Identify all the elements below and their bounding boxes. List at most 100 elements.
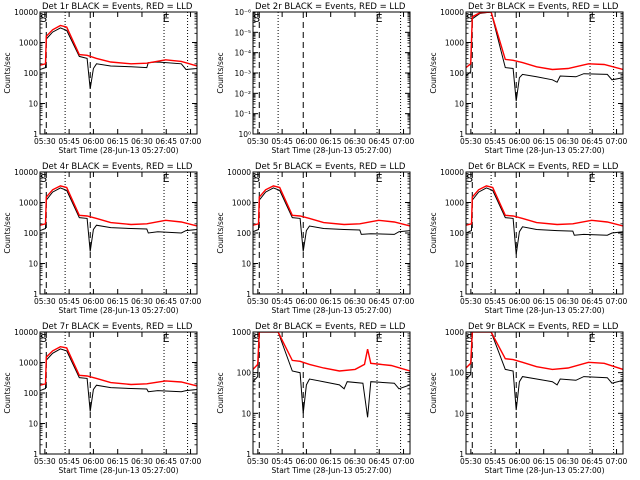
plot-frame (465, 11, 624, 135)
x-tick-label: 05:30 (460, 457, 482, 466)
y-tick-label: 10 (28, 260, 38, 269)
y-tick-label: 10 (28, 100, 38, 109)
y-tick-label: 1 (459, 290, 464, 299)
y-tick-label: 10 (241, 409, 251, 418)
series-line-events (253, 332, 410, 418)
x-tick-label: 06:15 (320, 297, 342, 306)
x-tick-label: 06:30 (557, 137, 579, 146)
x-axis-label: Start Time (28-Jun-13 05:27:00) (272, 306, 392, 315)
y-axis-label: Counts/sec (429, 52, 438, 93)
x-tick-label: 06:45 (581, 457, 603, 466)
y-tick-label: 1 (459, 450, 464, 459)
y-tick-label: 10⁰ (238, 130, 251, 139)
end-marker-label: E (589, 172, 596, 185)
x-tick-label: 06:30 (557, 297, 579, 306)
plot-frame (39, 11, 198, 135)
panel-title: Det 3r BLACK = Events, RED = LLD (468, 2, 619, 12)
x-tick-label: 05:45 (271, 457, 293, 466)
start-marker-label: S (253, 12, 260, 25)
end-marker-label: E (376, 332, 383, 345)
y-axis-label: Counts/sec (216, 212, 225, 253)
x-tick-label: 05:30 (247, 457, 269, 466)
x-tick-label: 05:45 (58, 457, 80, 466)
y-axis-label: Counts/sec (3, 212, 12, 253)
end-marker-label: E (589, 12, 596, 25)
x-axis-label: Start Time (28-Jun-13 05:27:00) (485, 466, 605, 475)
panel-title: Det 9r BLACK = Events, RED = LLD (468, 322, 619, 332)
x-tick-label: 05:45 (484, 457, 506, 466)
x-tick-label: 06:00 (296, 457, 318, 466)
x-tick-label: 06:45 (368, 137, 390, 146)
y-tick-label: 1000 (445, 199, 464, 208)
start-marker-label: S (253, 332, 260, 345)
x-axis-label: Start Time (28-Jun-13 05:27:00) (485, 146, 605, 155)
y-axis-label: Counts/sec (429, 212, 438, 253)
x-tick-label: 07:00 (180, 297, 202, 306)
x-axis-label: Start Time (28-Jun-13 05:27:00) (272, 466, 392, 475)
x-tick-label: 06:15 (533, 137, 555, 146)
x-axis-label: Start Time (28-Jun-13 05:27:00) (59, 306, 179, 315)
end-marker-label: E (163, 332, 170, 345)
x-axis-label: Start Time (28-Jun-13 05:27:00) (59, 146, 179, 155)
plot-frame (465, 331, 624, 455)
plot-frame (252, 11, 411, 135)
x-tick-label: 06:15 (107, 457, 129, 466)
y-tick-label: 1000 (19, 359, 38, 368)
y-tick-label: 10 (28, 420, 38, 429)
y-tick-label: 10 (454, 100, 464, 109)
x-tick-label: 07:00 (393, 457, 415, 466)
y-tick-label: 1000 (19, 39, 38, 48)
x-tick-label: 06:45 (368, 457, 390, 466)
start-marker-label: S (466, 172, 473, 185)
series-line-events (40, 187, 197, 252)
x-tick-label: 06:15 (107, 297, 129, 306)
x-tick-label: 07:00 (180, 137, 202, 146)
x-tick-label: 05:45 (58, 137, 80, 146)
x-tick-label: 06:00 (509, 137, 531, 146)
x-tick-label: 07:00 (606, 137, 628, 146)
x-axis-label: Start Time (28-Jun-13 05:27:00) (59, 466, 179, 475)
panel-title: Det 8r BLACK = Events, RED = LLD (255, 322, 406, 332)
series-line-events (466, 187, 623, 255)
y-tick-label: 10000 (14, 8, 38, 17)
panel-title: Det 1r BLACK = Events, RED = LLD (42, 2, 193, 12)
x-tick-label: 06:15 (533, 457, 555, 466)
x-tick-label: 07:00 (393, 297, 415, 306)
y-tick-label: 1 (33, 450, 38, 459)
y-tick-label: 10⁻⁶ (234, 8, 251, 17)
panel-title: Det 5r BLACK = Events, RED = LLD (255, 162, 406, 172)
y-tick-label: 1000 (445, 39, 464, 48)
series-line-lld (466, 185, 623, 227)
y-axis-label: Counts/sec (3, 372, 12, 413)
x-tick-label: 06:45 (581, 297, 603, 306)
x-tick-label: 06:45 (368, 297, 390, 306)
x-tick-label: 05:30 (247, 137, 269, 146)
start-marker-label: S (253, 172, 260, 185)
plot-frame (252, 171, 411, 295)
y-tick-label: 10 (454, 260, 464, 269)
x-tick-label: 06:00 (296, 297, 318, 306)
end-marker-label: E (589, 332, 596, 345)
y-axis-label: Counts/sec (3, 52, 12, 93)
x-tick-label: 06:00 (83, 297, 105, 306)
x-tick-label: 06:30 (344, 137, 366, 146)
x-tick-label: 06:45 (155, 137, 177, 146)
y-tick-label: 10 (454, 409, 464, 418)
y-tick-label: 100 (450, 69, 465, 78)
y-tick-label: 1000 (445, 328, 464, 337)
x-tick-label: 05:30 (34, 457, 56, 466)
x-axis-label: Start Time (28-Jun-13 05:27:00) (485, 306, 605, 315)
x-tick-label: 06:00 (83, 457, 105, 466)
y-tick-label: 1 (246, 290, 251, 299)
y-tick-label: 100 (24, 389, 39, 398)
x-tick-label: 06:00 (509, 457, 531, 466)
y-tick-label: 1000 (232, 328, 251, 337)
y-tick-label: 1 (246, 450, 251, 459)
end-marker-label: E (376, 172, 383, 185)
y-tick-label: 10⁻² (234, 89, 251, 98)
